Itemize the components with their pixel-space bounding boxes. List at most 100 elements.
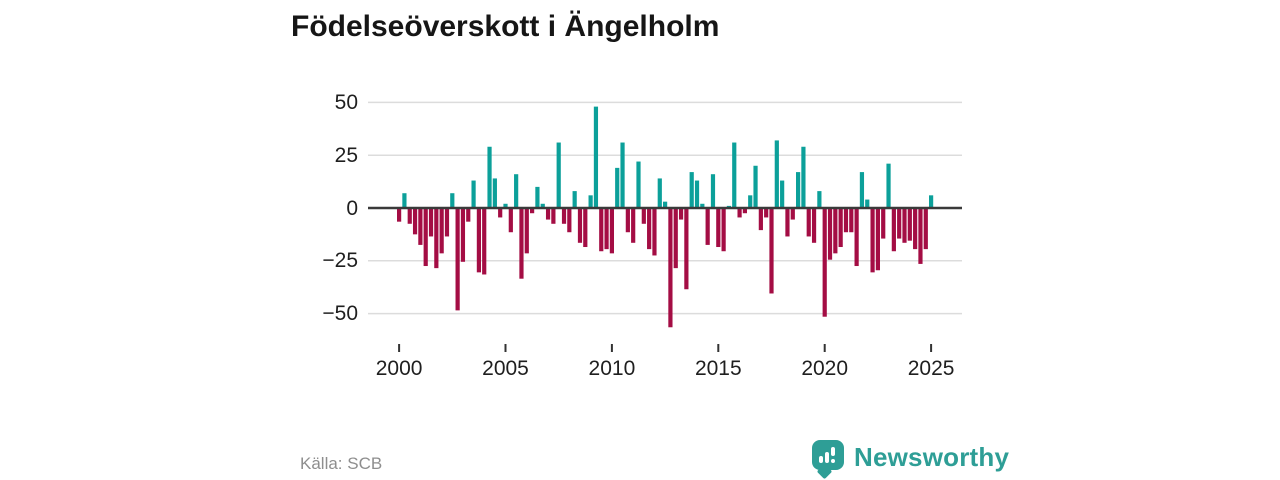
bar-q63 (732, 142, 737, 208)
bar-q59 (710, 174, 716, 208)
bar-q13 (466, 209, 471, 222)
y-axis-label-50: 50 (334, 90, 358, 114)
bar-q52 (673, 209, 678, 269)
bar-q78 (811, 209, 817, 243)
bar-q53 (678, 209, 684, 220)
y-axis-label--25: −25 (322, 249, 358, 273)
bar-q0 (397, 209, 402, 222)
bar-q66 (748, 195, 753, 208)
x-axis-label-2010: 2010 (588, 357, 636, 380)
bar-q46 (641, 209, 646, 224)
bar-q97 (913, 209, 918, 250)
bar-q32 (567, 209, 572, 233)
bar-q15 (476, 209, 481, 273)
bar-q24 (524, 209, 529, 254)
bar-q48 (652, 209, 657, 256)
bar-q94 (897, 209, 902, 239)
bar-q74 (790, 209, 795, 220)
bar-q68 (758, 209, 763, 231)
bar-q16 (482, 209, 487, 275)
bar-q75 (796, 172, 801, 208)
logo-bar-2 (825, 452, 829, 463)
bar-q84 (843, 209, 849, 233)
bar-q18 (492, 178, 497, 208)
newsworthy-logo[interactable]: Newsworthy (812, 440, 1010, 480)
bar-q34 (577, 209, 583, 243)
bar-q77 (806, 209, 811, 237)
bar-q85 (849, 209, 854, 233)
bar-q90 (875, 209, 880, 271)
bar-q29 (551, 209, 556, 224)
bar-q82 (833, 209, 838, 254)
bar-q95 (902, 209, 907, 243)
bar-q11 (455, 209, 460, 311)
bar-q25 (530, 209, 535, 214)
bar-q57 (700, 203, 705, 208)
bar-q7 (434, 209, 439, 269)
bar-q69 (764, 209, 769, 218)
bar-q91 (881, 209, 886, 239)
bar-q54 (684, 209, 689, 290)
bar-q81 (827, 209, 833, 260)
bar-q71 (774, 140, 779, 208)
bar-q93 (891, 209, 896, 252)
bar-q99 (923, 209, 928, 250)
bar-q9 (444, 209, 450, 237)
bar-q27 (540, 203, 545, 208)
newsworthy-wordmark: Newsworthy (854, 441, 1010, 472)
bar-q89 (870, 209, 875, 273)
x-axis-label-2000: 2000 (375, 357, 423, 380)
bar-q67 (753, 165, 758, 208)
bar-q98 (918, 209, 923, 264)
bar-q51 (668, 209, 673, 328)
bar-q28 (545, 209, 551, 220)
bar-q96 (907, 209, 912, 241)
y-axis-label-25: 25 (334, 143, 358, 167)
bar-q87 (859, 172, 865, 208)
bar-q21 (508, 209, 513, 233)
bar-q65 (742, 209, 747, 214)
bar-q58 (705, 209, 710, 245)
x-axis-label-2015: 2015 (694, 357, 742, 380)
bar-q30 (556, 142, 561, 208)
bar-q72 (780, 180, 785, 208)
bar-q10 (450, 193, 455, 208)
bar-q83 (838, 209, 843, 248)
bar-q19 (498, 209, 503, 218)
logo-exclamation-dot (831, 459, 835, 463)
bar-q8 (439, 209, 444, 254)
bar-q88 (865, 199, 870, 208)
chart-title: Födelseöverskott i Ängelholm (291, 10, 720, 43)
bar-q50 (663, 201, 668, 208)
x-axis-label-2025: 2025 (907, 357, 955, 380)
bar-q55 (689, 172, 694, 208)
bar-q44 (631, 209, 636, 243)
bar-q22 (514, 174, 519, 208)
logo-exclamation-bar (831, 447, 835, 456)
source-note: Källa: SCB (300, 454, 383, 473)
bar-q37 (593, 106, 599, 208)
bar-q33 (572, 191, 577, 208)
bar-q2 (407, 209, 412, 224)
bar-q4 (418, 209, 423, 245)
bar-q80 (822, 209, 827, 317)
bar-q36 (588, 195, 593, 208)
bar-q35 (583, 209, 588, 248)
bar-q26 (535, 186, 540, 208)
bar-q42 (620, 142, 625, 208)
bar-q20 (503, 203, 508, 208)
bar-q43 (625, 209, 630, 233)
bar-q38 (599, 209, 604, 252)
bar-q92 (886, 163, 891, 208)
bar-chart-speech-bubble-icon (812, 440, 845, 480)
bar-q3 (412, 209, 418, 235)
bar-q5 (423, 209, 428, 267)
x-axis-label-2005: 2005 (482, 357, 529, 380)
bar-q31 (561, 209, 567, 224)
bar-q49 (657, 178, 662, 208)
bar-q17 (487, 146, 492, 208)
bar-q61 (721, 209, 726, 252)
bar-q60 (716, 209, 721, 248)
